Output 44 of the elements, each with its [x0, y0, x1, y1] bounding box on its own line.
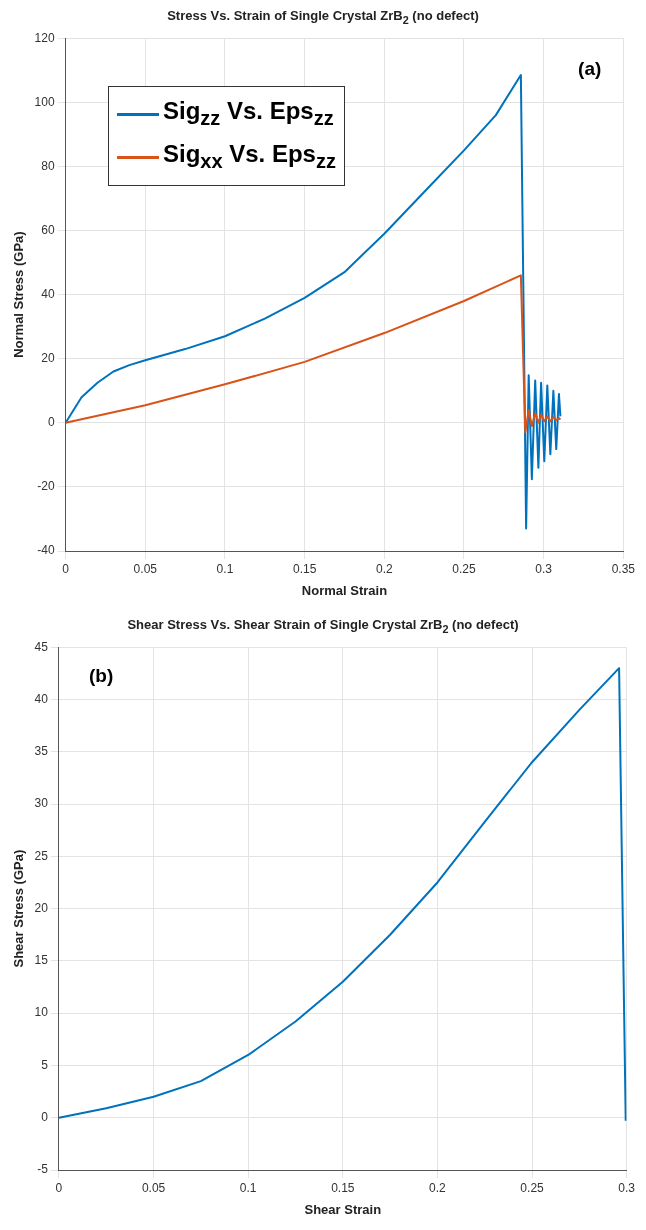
x-tick-label: 0.05 — [141, 1180, 166, 1195]
y-tick-label: 100 — [34, 94, 55, 109]
legend-label: Sig$_{zz}$ Vs. Eps$_{zz}$ — [163, 96, 334, 131]
annotation: (b) — [88, 664, 114, 686]
y-tick-label: -5 — [37, 1162, 49, 1177]
y-tick-label: 10 — [34, 1005, 49, 1020]
x-tick-label: 0.1 — [216, 561, 234, 576]
x-axis-title: Normal Strain — [301, 582, 388, 598]
y-tick-label: 20 — [34, 900, 49, 915]
x-axis-title: Shear Strain — [304, 1201, 382, 1217]
annotation: (a) — [578, 57, 602, 79]
chart-title: Stress Vs. Strain of Single Crystal ZrB$_{2}$ (no defect) — [166, 8, 480, 28]
x-tick-label: 0.25 — [520, 1180, 545, 1195]
y-tick-label: 80 — [41, 158, 55, 173]
x-tick-label: 0.05 — [133, 561, 158, 576]
x-tick-label: 0.1 — [239, 1180, 257, 1195]
y-tick-label: 0 — [47, 415, 55, 430]
y-tick-label: 20 — [41, 351, 55, 366]
y-tick-label: 35 — [34, 744, 49, 759]
x-tick-label: 0 — [62, 561, 70, 576]
y-tick-label: 40 — [41, 286, 55, 301]
y-tick-label: 5 — [41, 1057, 49, 1072]
x-tick-label: 0.2 — [429, 1180, 447, 1195]
x-tick-label: 0.2 — [375, 561, 393, 576]
x-tick-label: 0.25 — [452, 561, 476, 576]
y-tick-label: 40 — [34, 691, 49, 706]
y-tick-label: 15 — [34, 953, 49, 968]
x-tick-label: 0.35 — [611, 561, 636, 576]
y-tick-label: -40 — [37, 543, 55, 558]
legend-label: Sig$_{xx}$ Vs. Eps$_{zz}$ — [163, 138, 336, 174]
chart-title: Shear Stress Vs. Shear Strain of Single Crystal ZrB$_{2}$ (no defect) — [126, 617, 520, 637]
y-tick-label: 0 — [41, 1110, 49, 1125]
x-tick-label: 0.3 — [618, 1180, 636, 1195]
x-tick-label: 0.15 — [331, 1180, 355, 1195]
y-tick-label: 30 — [34, 796, 49, 811]
y-tick-label: -20 — [37, 479, 55, 494]
y-axis-title: Shear Stress (GPa) — [11, 849, 27, 968]
y-axis-title: Normal Stress (GPa) — [11, 231, 27, 358]
x-tick-label: 0.3 — [535, 561, 553, 576]
y-tick-label: 60 — [41, 222, 55, 237]
y-tick-label: 120 — [34, 30, 55, 45]
y-tick-label: 45 — [34, 639, 49, 654]
x-tick-label: 0.15 — [292, 561, 317, 576]
y-tick-label: 25 — [34, 848, 49, 863]
